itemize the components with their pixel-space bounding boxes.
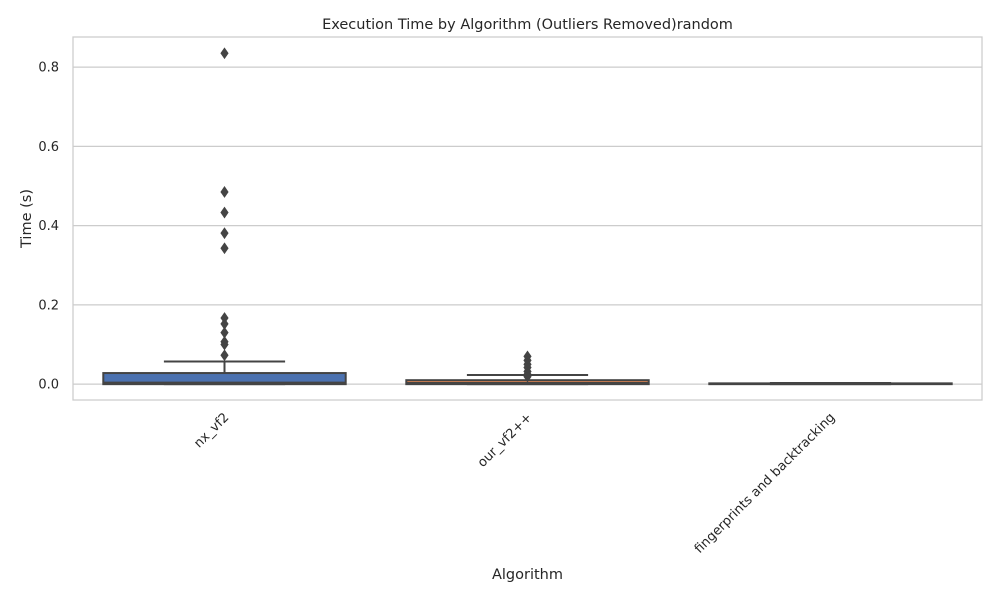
box-layer [102, 47, 953, 386]
outlier-point [220, 349, 229, 362]
outlier-point [220, 227, 229, 240]
plot-area-frame [72, 36, 983, 401]
y-tick-label: 0.8 [38, 61, 59, 76]
y-tick-label: 0.0 [38, 378, 59, 393]
y-tick-label: 0.2 [38, 298, 59, 313]
box-group [708, 381, 953, 386]
box-group [102, 47, 347, 386]
outlier-point [220, 47, 229, 60]
outlier-point [220, 186, 229, 198]
box-iqr [102, 372, 347, 386]
y-tick-label: 0.6 [38, 140, 59, 155]
y-axis-label: Time (s) [19, 189, 35, 249]
outlier-point [220, 242, 229, 255]
box-group [405, 350, 650, 386]
y-tick-label: 0.4 [38, 219, 59, 234]
outlier-point [220, 206, 229, 219]
x-axis-label: Algorithm [492, 567, 563, 583]
chart-title: Execution Time by Algorithm (Outliers Re… [322, 17, 733, 33]
outlier-point [523, 370, 532, 383]
